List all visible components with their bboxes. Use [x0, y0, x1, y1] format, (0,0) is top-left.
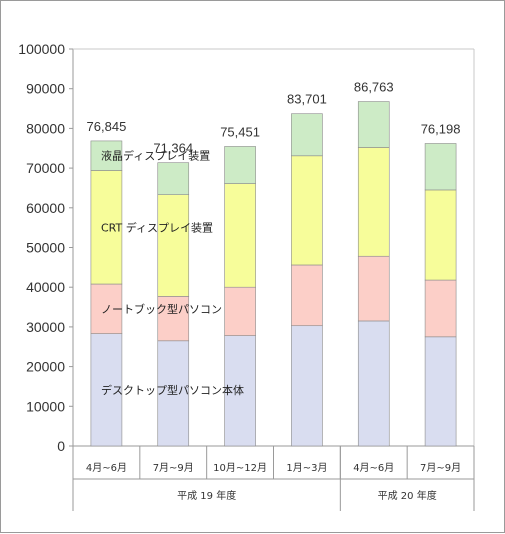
group-label: 平成 19 年度	[177, 489, 236, 502]
bar-segment	[157, 296, 190, 342]
group-label: 平成 20 年度	[378, 489, 437, 502]
bar-segment	[90, 170, 123, 285]
bar-segment	[291, 113, 323, 157]
y-tick-label: 60000	[26, 200, 65, 216]
bar-total-label: 75,451	[220, 124, 260, 139]
bar-segment	[291, 325, 323, 447]
y-tick-label: 40000	[26, 279, 65, 295]
bar-segment	[424, 143, 457, 191]
bar-segment	[424, 279, 457, 338]
bar-total-label: 76,845	[87, 119, 127, 134]
y-tick-label: 100000	[18, 41, 65, 57]
series-label: CRT ディスプレイ装置	[101, 220, 213, 234]
bar-total-label: 86,763	[354, 80, 394, 95]
y-tick-label: 50000	[26, 240, 65, 256]
bar-segment	[224, 335, 256, 447]
bar-total-label: 71,364	[153, 141, 193, 156]
y-tick-label: 90000	[26, 81, 65, 97]
bar-segment	[291, 155, 323, 266]
bar-segment	[224, 146, 256, 184]
y-tick-label: 30000	[26, 319, 65, 335]
bar-segment	[90, 283, 123, 334]
y-tick-label: 70000	[26, 160, 65, 176]
bar-total-label: 83,701	[287, 92, 327, 107]
series-label: デスクトップ型パソコン本体	[101, 383, 244, 397]
bar-segment	[357, 255, 390, 322]
plot-area	[73, 49, 474, 446]
bar-total-label: 76,198	[421, 121, 461, 136]
bar-segment	[424, 189, 457, 281]
bar-segment	[90, 333, 123, 447]
category-label: 4月~6月	[86, 462, 127, 474]
bar-segment	[357, 101, 390, 148]
category-label: 4月~6月	[353, 462, 394, 474]
category-label: 7月~9月	[420, 462, 461, 474]
bar-segment	[157, 162, 190, 195]
bar-segment	[424, 336, 457, 447]
y-tick-label: 20000	[26, 359, 65, 375]
y-tick-label: 0	[57, 438, 65, 454]
category-label: 7月~9月	[153, 462, 194, 474]
bar-segment	[291, 264, 323, 327]
series-label: ノートブック型パソコン	[101, 302, 222, 316]
category-label: 1月~3月	[286, 462, 327, 474]
bar-segment	[357, 320, 390, 447]
category-label: 10月~12月	[213, 462, 267, 474]
bar-segment	[224, 183, 256, 288]
y-tick-label: 80000	[26, 120, 65, 136]
bar-segment	[157, 340, 190, 447]
bar-segment	[357, 147, 390, 257]
bar-segment	[90, 140, 123, 171]
bar-segment	[224, 286, 256, 336]
bar-segment	[157, 194, 190, 297]
series-label: 液晶ディスプレイ装置	[101, 149, 210, 163]
y-tick-label: 10000	[26, 398, 65, 414]
